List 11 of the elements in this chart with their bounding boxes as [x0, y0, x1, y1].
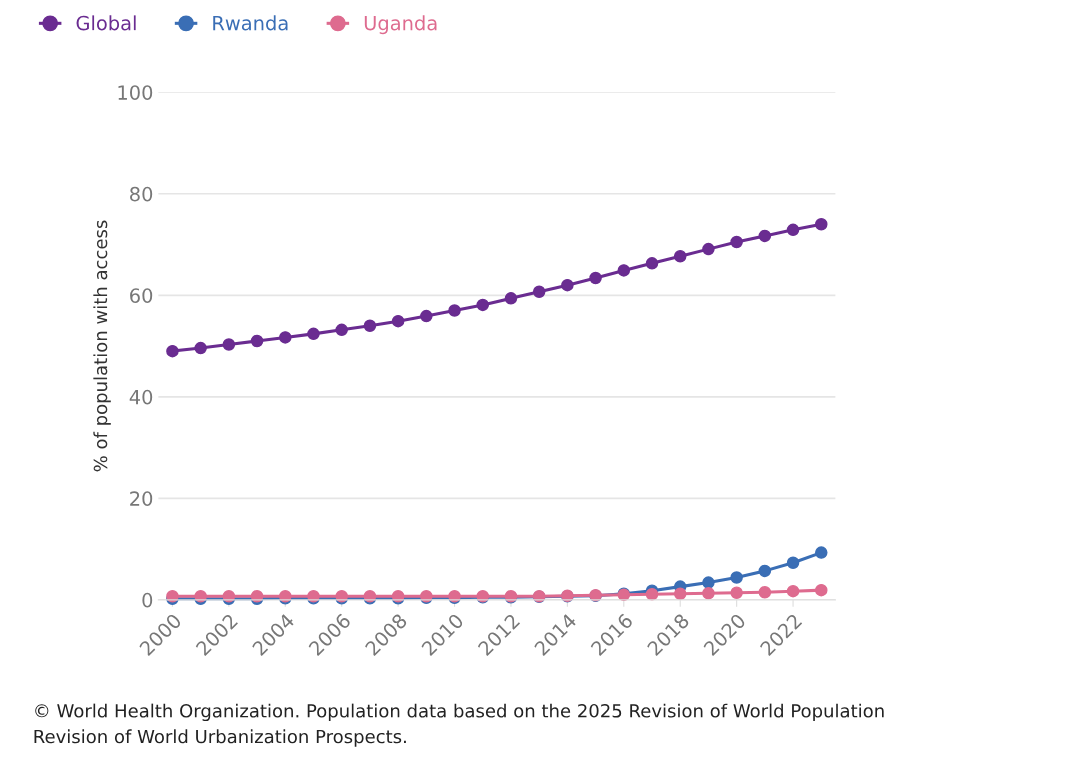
legend-label: Global [76, 15, 136, 31]
y-tick-label: 20 [130, 491, 153, 506]
y-tick-label: 60 [130, 288, 153, 303]
y-tick-label: 40 [129, 389, 153, 405]
legend-label: Uganda [364, 15, 437, 35]
y-tick-label: 0 [142, 592, 153, 608]
text: © World Health Organization. Population data based on the 2025 Revision of World Population Revision of World Urbanization Prospects. [34, 703, 884, 747]
y-axis-title: % of population with access [93, 220, 111, 472]
y-tick-label: 80 [130, 186, 153, 202]
y-tick-label: 100 [118, 85, 153, 100]
legend-label: Rwanda [213, 15, 288, 31]
